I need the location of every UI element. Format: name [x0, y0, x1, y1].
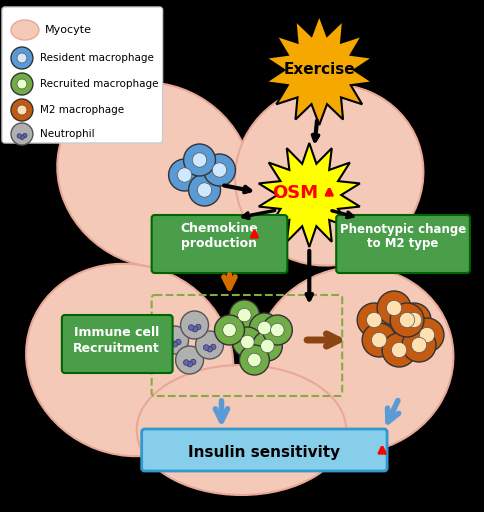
Text: Myocyte: Myocyte — [45, 25, 92, 35]
Circle shape — [262, 315, 292, 345]
FancyBboxPatch shape — [336, 215, 470, 273]
Circle shape — [271, 323, 284, 337]
Circle shape — [382, 333, 416, 367]
Circle shape — [196, 331, 224, 359]
Circle shape — [183, 144, 215, 176]
Circle shape — [17, 105, 27, 115]
FancyBboxPatch shape — [142, 429, 387, 471]
Circle shape — [238, 308, 251, 322]
Text: Insulin sensitivity: Insulin sensitivity — [188, 445, 340, 460]
Circle shape — [241, 335, 254, 349]
Circle shape — [366, 312, 382, 328]
Circle shape — [188, 325, 194, 330]
Circle shape — [192, 326, 197, 332]
Circle shape — [223, 323, 236, 337]
Circle shape — [390, 303, 424, 337]
Circle shape — [257, 321, 271, 335]
Ellipse shape — [255, 267, 454, 453]
Circle shape — [357, 303, 391, 337]
FancyBboxPatch shape — [62, 315, 173, 373]
Circle shape — [392, 343, 407, 358]
Circle shape — [20, 135, 24, 139]
Text: production: production — [182, 238, 257, 250]
Circle shape — [11, 99, 33, 121]
Circle shape — [211, 344, 216, 350]
Circle shape — [212, 163, 227, 177]
Circle shape — [23, 134, 27, 138]
Circle shape — [172, 342, 178, 347]
Circle shape — [178, 168, 192, 182]
Circle shape — [240, 345, 270, 375]
Circle shape — [17, 134, 21, 138]
Text: Neutrophil: Neutrophil — [40, 129, 94, 139]
Circle shape — [187, 361, 193, 367]
Circle shape — [168, 159, 200, 191]
Text: Resident macrophage: Resident macrophage — [40, 53, 154, 63]
Text: Exercise: Exercise — [284, 62, 355, 77]
Circle shape — [11, 47, 33, 69]
Circle shape — [11, 73, 33, 95]
Circle shape — [232, 327, 262, 357]
Circle shape — [181, 311, 209, 339]
Text: to M2 type: to M2 type — [367, 238, 439, 250]
Circle shape — [183, 360, 189, 366]
Text: Phenotypic change: Phenotypic change — [340, 223, 466, 236]
Ellipse shape — [26, 264, 233, 456]
Circle shape — [17, 53, 27, 63]
Ellipse shape — [11, 20, 39, 40]
Circle shape — [11, 123, 33, 145]
Circle shape — [189, 174, 221, 206]
FancyBboxPatch shape — [2, 7, 163, 143]
Text: Recruited macrophage: Recruited macrophage — [40, 79, 158, 89]
Ellipse shape — [235, 84, 424, 266]
Circle shape — [197, 183, 212, 197]
Circle shape — [397, 303, 431, 337]
Circle shape — [372, 332, 387, 348]
Polygon shape — [266, 15, 373, 125]
Circle shape — [196, 324, 201, 330]
Ellipse shape — [136, 365, 346, 495]
Circle shape — [261, 339, 274, 353]
Circle shape — [168, 340, 174, 345]
Text: Chemokine: Chemokine — [181, 223, 258, 236]
Text: Recruitment: Recruitment — [74, 342, 160, 354]
Circle shape — [203, 345, 209, 350]
Circle shape — [176, 346, 204, 374]
Circle shape — [399, 312, 415, 328]
Circle shape — [386, 301, 402, 316]
Circle shape — [249, 313, 279, 343]
Circle shape — [176, 339, 181, 345]
Circle shape — [377, 291, 411, 325]
Ellipse shape — [57, 82, 252, 268]
Circle shape — [229, 300, 259, 330]
Circle shape — [248, 353, 261, 367]
Circle shape — [410, 318, 444, 352]
Circle shape — [161, 326, 189, 354]
Circle shape — [253, 331, 282, 361]
Polygon shape — [259, 143, 360, 247]
Text: OSM: OSM — [272, 184, 318, 202]
Circle shape — [190, 359, 196, 365]
Circle shape — [17, 79, 27, 89]
Circle shape — [419, 327, 435, 343]
Circle shape — [407, 312, 422, 328]
Circle shape — [362, 323, 396, 357]
Circle shape — [411, 337, 427, 353]
Circle shape — [214, 315, 244, 345]
Text: M2 macrophage: M2 macrophage — [40, 105, 124, 115]
Circle shape — [192, 153, 207, 167]
Circle shape — [207, 347, 212, 352]
Circle shape — [204, 154, 235, 186]
Text: Immune cell: Immune cell — [74, 326, 159, 338]
Circle shape — [402, 328, 436, 362]
FancyBboxPatch shape — [151, 215, 287, 273]
